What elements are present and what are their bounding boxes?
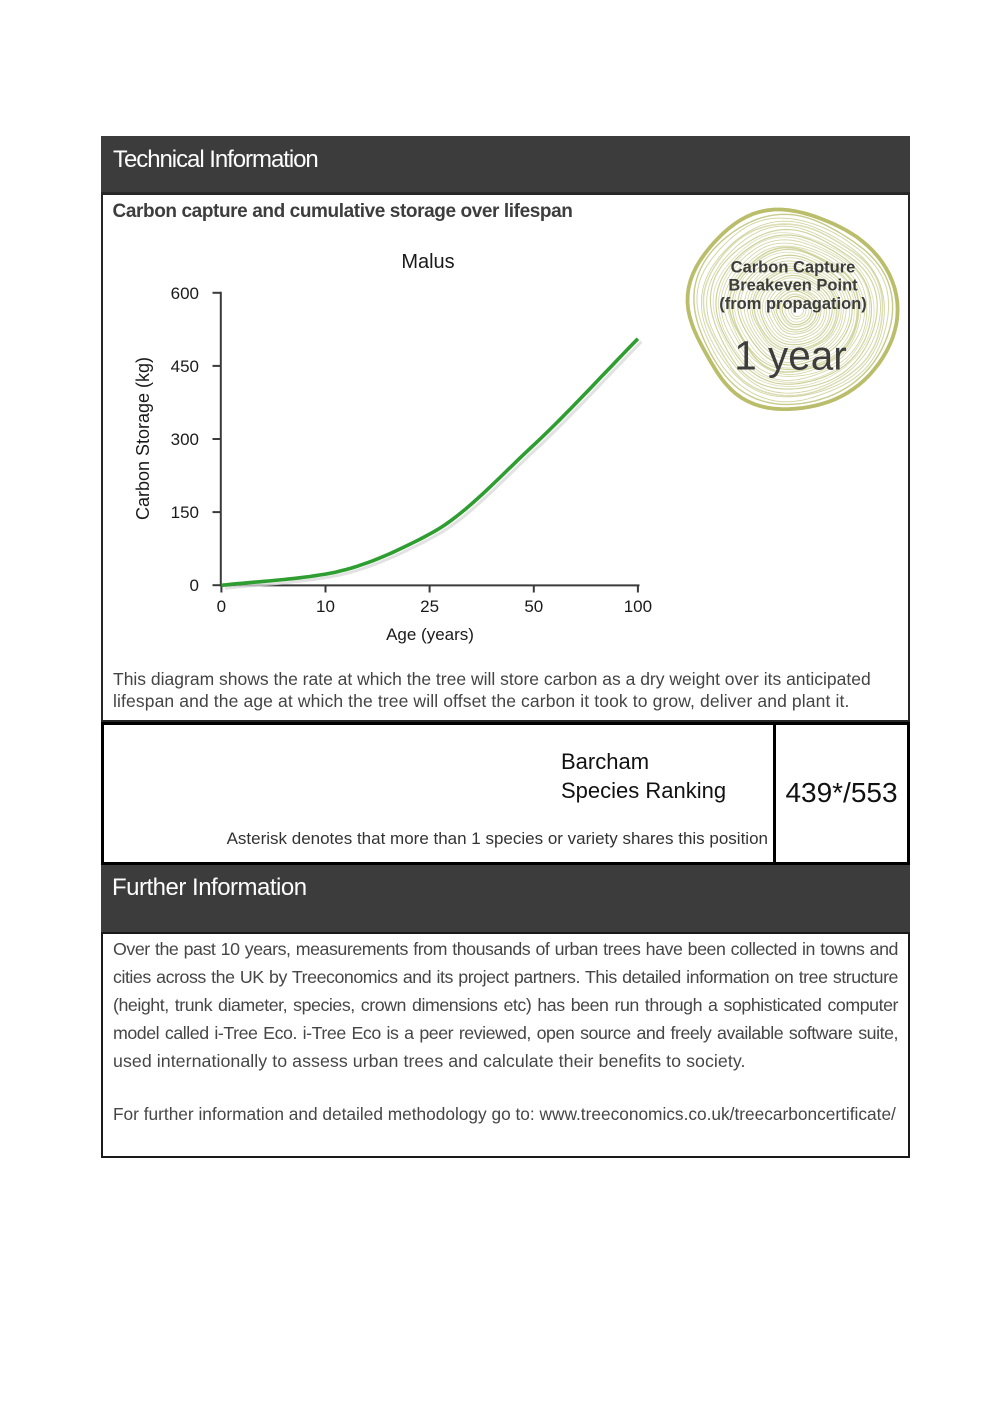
svg-text:Carbon Capture: Carbon Capture <box>731 259 856 277</box>
svg-text:(from propagation): (from propagation) <box>719 295 867 313</box>
svg-text:Breakeven Point: Breakeven Point <box>728 277 858 295</box>
svg-text:450: 450 <box>171 357 199 376</box>
svg-text:10: 10 <box>316 597 335 616</box>
svg-text:25: 25 <box>420 597 439 616</box>
svg-text:1 year: 1 year <box>734 333 847 379</box>
svg-text:150: 150 <box>171 503 199 522</box>
svg-text:Age (years): Age (years) <box>386 625 474 644</box>
svg-text:Carbon Storage (kg): Carbon Storage (kg) <box>133 357 153 520</box>
svg-text:0: 0 <box>190 576 199 595</box>
svg-text:300: 300 <box>171 430 199 449</box>
svg-text:100: 100 <box>624 597 652 616</box>
svg-text:600: 600 <box>171 284 199 303</box>
svg-text:50: 50 <box>524 597 543 616</box>
svg-text:0: 0 <box>217 597 226 616</box>
svg-text:Malus: Malus <box>401 251 454 273</box>
